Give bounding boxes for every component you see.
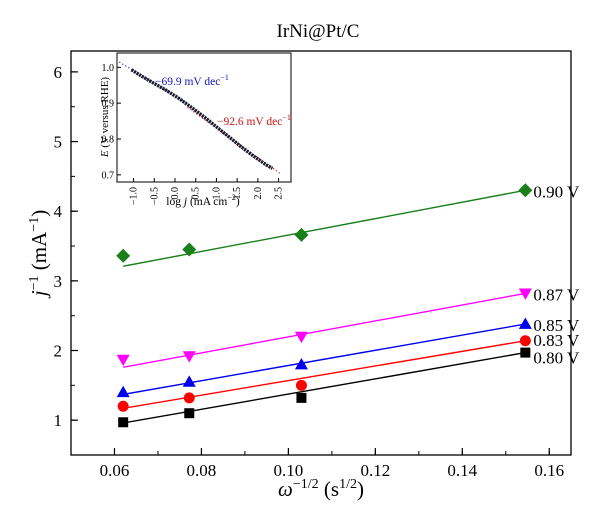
data-point <box>518 183 533 198</box>
inset-x-tick-label: 1.0 <box>211 187 222 200</box>
y-tick-label: 4 <box>54 202 63 221</box>
inset-x-tick-label: −0.5 <box>149 187 160 205</box>
data-point <box>518 317 532 329</box>
data-point <box>520 347 531 358</box>
inset: −1.0 −0.5 0.0 0.5 1.0 1.5 2.0 2.5 0.7 0.8 0.9 1.0 −… <box>99 52 292 208</box>
inset-x-axis-label: log j (mA cm−2) <box>166 193 240 208</box>
inset-x-tick-label: −1.0 <box>129 187 140 205</box>
fit-line <box>123 323 526 396</box>
series-labels: 0.90 V 0.87 V 0.85 V0.83 V0.80 V <box>533 182 580 367</box>
x-tick-label: 0.14 <box>447 461 477 480</box>
data-point <box>519 335 531 347</box>
series-label: 0.90 V <box>533 182 580 201</box>
data-point <box>182 375 196 387</box>
inset-x-tick-label: 2.0 <box>253 187 264 200</box>
data-point <box>296 392 307 403</box>
y-tick-label: 5 <box>54 133 63 152</box>
inset-annotation-high: −92.6 mV dec−1 <box>217 113 291 128</box>
data-point <box>182 242 197 257</box>
y-tick-label: 2 <box>54 342 63 361</box>
x-tick-label: 0.06 <box>100 461 130 480</box>
data-point <box>183 392 195 404</box>
y-tick-label: 3 <box>54 272 63 291</box>
inset-y-tick-label: 0.7 <box>102 170 115 181</box>
series-label: 0.83 V <box>533 331 580 350</box>
plot-frame <box>70 50 572 456</box>
inset-x-tick-label: 0.5 <box>191 187 202 200</box>
inset-y-tick-label: 0.9 <box>102 99 115 110</box>
y-axis-label: j−1 (mA−1) <box>27 210 51 299</box>
fit-line <box>123 292 526 368</box>
x-tick-label: 0.08 <box>187 461 217 480</box>
inset-x-tick-label: 0.0 <box>170 187 181 200</box>
inset-ticks: −1.0 −0.5 0.0 0.5 1.0 1.5 2.0 2.5 0.7 0.8 0.9 1.0 <box>102 63 285 205</box>
x-axis-label: ω−1/2 (s1/2) <box>278 477 364 501</box>
inset-y-axis-label: E (V versus RHE) <box>99 77 111 158</box>
x-tick-label: 0.16 <box>534 461 564 480</box>
inset-x-tick-label: 1.5 <box>232 187 243 200</box>
data-point <box>182 351 196 363</box>
main-fit-lines <box>123 189 526 424</box>
x-tick-label: 0.10 <box>274 461 304 480</box>
series-label: 0.80 V <box>533 349 580 368</box>
data-point <box>518 288 532 300</box>
inset-y-tick-label: 1.0 <box>102 63 115 74</box>
y-tick-label: 1 <box>54 411 63 430</box>
data-point <box>118 417 129 428</box>
data-point <box>116 385 130 398</box>
inset-x-tick-label: 2.5 <box>274 187 285 200</box>
fit-line <box>123 351 526 424</box>
main-markers <box>116 183 533 428</box>
data-point <box>116 354 130 367</box>
data-point <box>184 408 195 419</box>
data-point <box>294 227 309 242</box>
data-point <box>117 400 129 412</box>
main-ticks: 0.06 0.08 0.10 0.12 0.14 0.16 1 2 3 4 5 6 <box>54 63 565 480</box>
series-label: 0.87 V <box>533 285 580 304</box>
x-tick-label: 0.12 <box>360 461 390 480</box>
data-point <box>295 379 307 391</box>
series-label: 0.85 V <box>533 316 580 335</box>
data-point <box>294 331 308 344</box>
inset-y-tick-label: 0.8 <box>102 135 115 146</box>
inset-annotation-low: −69.9 mV dec−1 <box>155 73 229 88</box>
y-tick-label: 6 <box>54 63 63 82</box>
fit-line <box>123 340 526 410</box>
data-point <box>294 357 308 370</box>
chart-title: IrNi@Pt/C <box>277 21 360 42</box>
data-point <box>116 248 131 263</box>
